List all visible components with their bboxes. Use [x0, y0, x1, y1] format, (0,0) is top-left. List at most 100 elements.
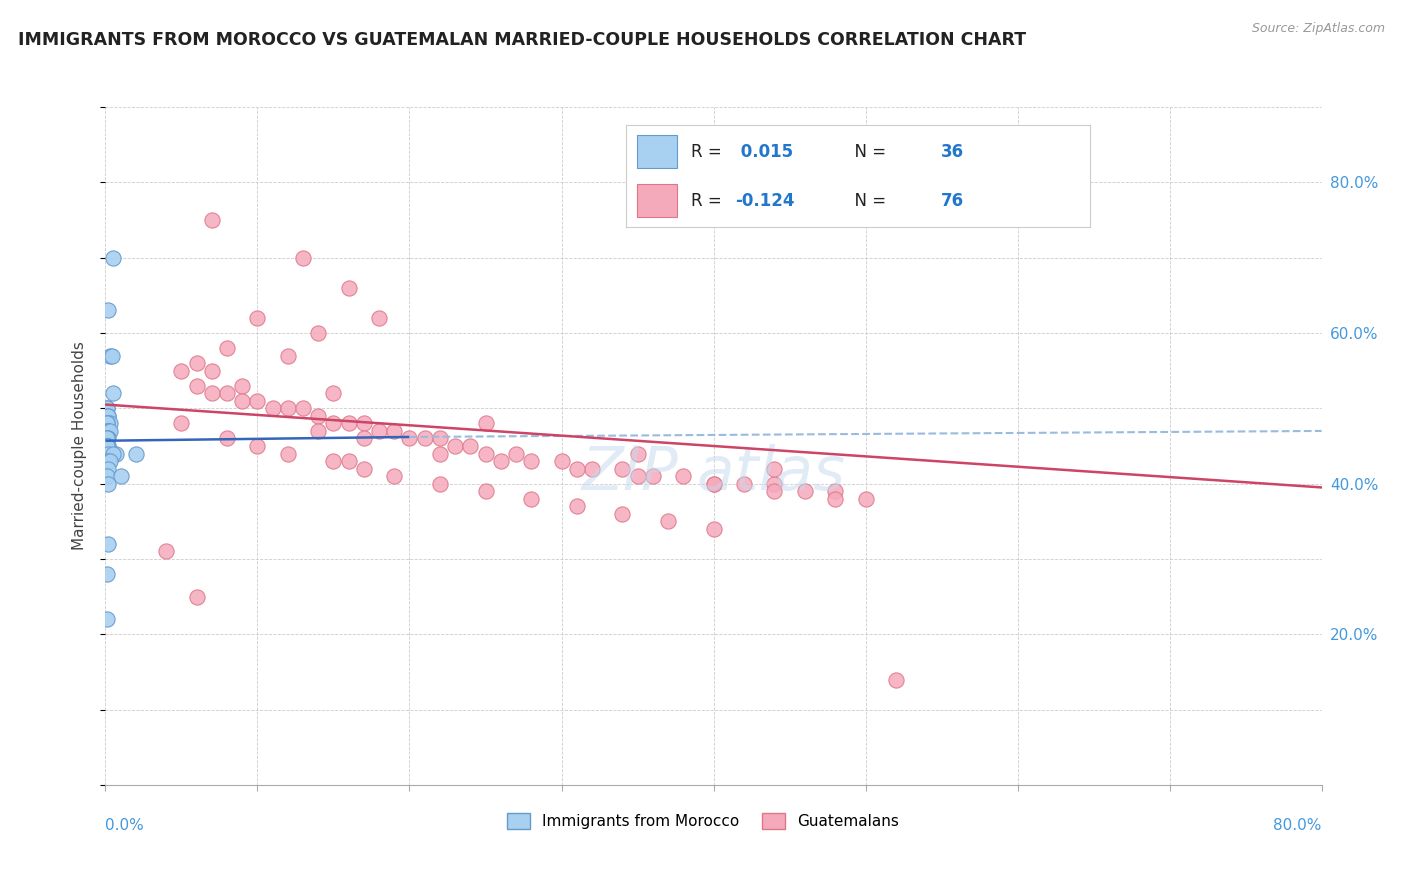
Point — [97, 454, 120, 468]
Point — [702, 476, 725, 491]
Point — [217, 432, 239, 446]
Text: IMMIGRANTS FROM MOROCCO VS GUATEMALAN MARRIED-COUPLE HOUSEHOLDS CORRELATION CHAR: IMMIGRANTS FROM MOROCCO VS GUATEMALAN MA… — [18, 31, 1026, 49]
Point — [702, 476, 725, 491]
Point — [97, 303, 120, 318]
Point — [97, 461, 120, 475]
Text: 80.0%: 80.0% — [1274, 818, 1322, 832]
Point — [322, 417, 344, 431]
Text: 76: 76 — [941, 192, 965, 210]
Point — [170, 364, 193, 378]
Point — [824, 491, 846, 506]
Point — [97, 424, 120, 438]
FancyBboxPatch shape — [637, 136, 676, 168]
Point — [105, 446, 128, 460]
Point — [505, 446, 527, 460]
Point — [322, 386, 344, 401]
Point — [231, 393, 253, 408]
Point — [337, 454, 360, 468]
Point — [96, 432, 118, 446]
Point — [186, 590, 208, 604]
Point — [97, 476, 120, 491]
Point — [672, 469, 695, 483]
Point — [217, 341, 239, 355]
Point — [657, 514, 679, 528]
Point — [702, 522, 725, 536]
Point — [97, 424, 120, 438]
Point — [98, 417, 121, 431]
Point — [322, 454, 344, 468]
Point — [97, 432, 120, 446]
FancyBboxPatch shape — [637, 185, 676, 218]
Y-axis label: Married-couple Households: Married-couple Households — [72, 342, 87, 550]
Point — [641, 469, 664, 483]
Point — [96, 401, 118, 416]
Point — [733, 476, 755, 491]
Point — [520, 454, 543, 468]
Point — [97, 439, 120, 453]
Point — [550, 454, 572, 468]
Point — [413, 432, 436, 446]
Text: N =: N = — [844, 143, 891, 161]
Point — [246, 393, 269, 408]
Point — [489, 454, 512, 468]
Text: Source: ZipAtlas.com: Source: ZipAtlas.com — [1251, 22, 1385, 36]
Text: N =: N = — [844, 192, 891, 210]
Point — [398, 432, 420, 446]
Point — [96, 439, 118, 453]
Legend: Immigrants from Morocco, Guatemalans: Immigrants from Morocco, Guatemalans — [501, 807, 905, 835]
Point — [353, 432, 375, 446]
Point — [110, 469, 132, 483]
Point — [307, 424, 329, 438]
Point — [97, 446, 120, 460]
Point — [186, 356, 208, 370]
Point — [855, 491, 877, 506]
Point — [262, 401, 284, 416]
Point — [170, 417, 193, 431]
Point — [520, 491, 543, 506]
Point — [101, 386, 124, 401]
Point — [98, 349, 121, 363]
Point — [125, 446, 148, 460]
Point — [96, 417, 118, 431]
Point — [612, 507, 634, 521]
Point — [793, 484, 815, 499]
Text: ZIP atlas: ZIP atlas — [582, 443, 845, 502]
Point — [201, 386, 224, 401]
Point — [277, 349, 299, 363]
Point — [277, 401, 299, 416]
Point — [217, 386, 239, 401]
Point — [96, 432, 118, 446]
Point — [96, 567, 118, 582]
Text: R =: R = — [690, 143, 727, 161]
Point — [626, 446, 648, 460]
Point — [353, 417, 375, 431]
Point — [626, 469, 648, 483]
Point — [612, 461, 634, 475]
Point — [201, 213, 224, 227]
Point — [98, 424, 121, 438]
Point — [155, 544, 177, 558]
Point — [337, 417, 360, 431]
Point — [382, 469, 405, 483]
Text: R =: R = — [690, 192, 727, 210]
Point — [429, 446, 451, 460]
Point — [581, 461, 603, 475]
Point — [292, 251, 315, 265]
Point — [97, 537, 120, 551]
Point — [444, 439, 467, 453]
Point — [277, 446, 299, 460]
Point — [97, 409, 120, 423]
Point — [101, 446, 124, 460]
Point — [353, 461, 375, 475]
Text: 0.0%: 0.0% — [105, 818, 145, 832]
Point — [101, 251, 124, 265]
Point — [97, 439, 120, 453]
Point — [368, 310, 391, 325]
Point — [100, 349, 122, 363]
Point — [98, 454, 121, 468]
Point — [824, 484, 846, 499]
Point — [96, 469, 118, 483]
Text: 36: 36 — [941, 143, 965, 161]
Point — [96, 417, 118, 431]
Point — [565, 500, 588, 514]
